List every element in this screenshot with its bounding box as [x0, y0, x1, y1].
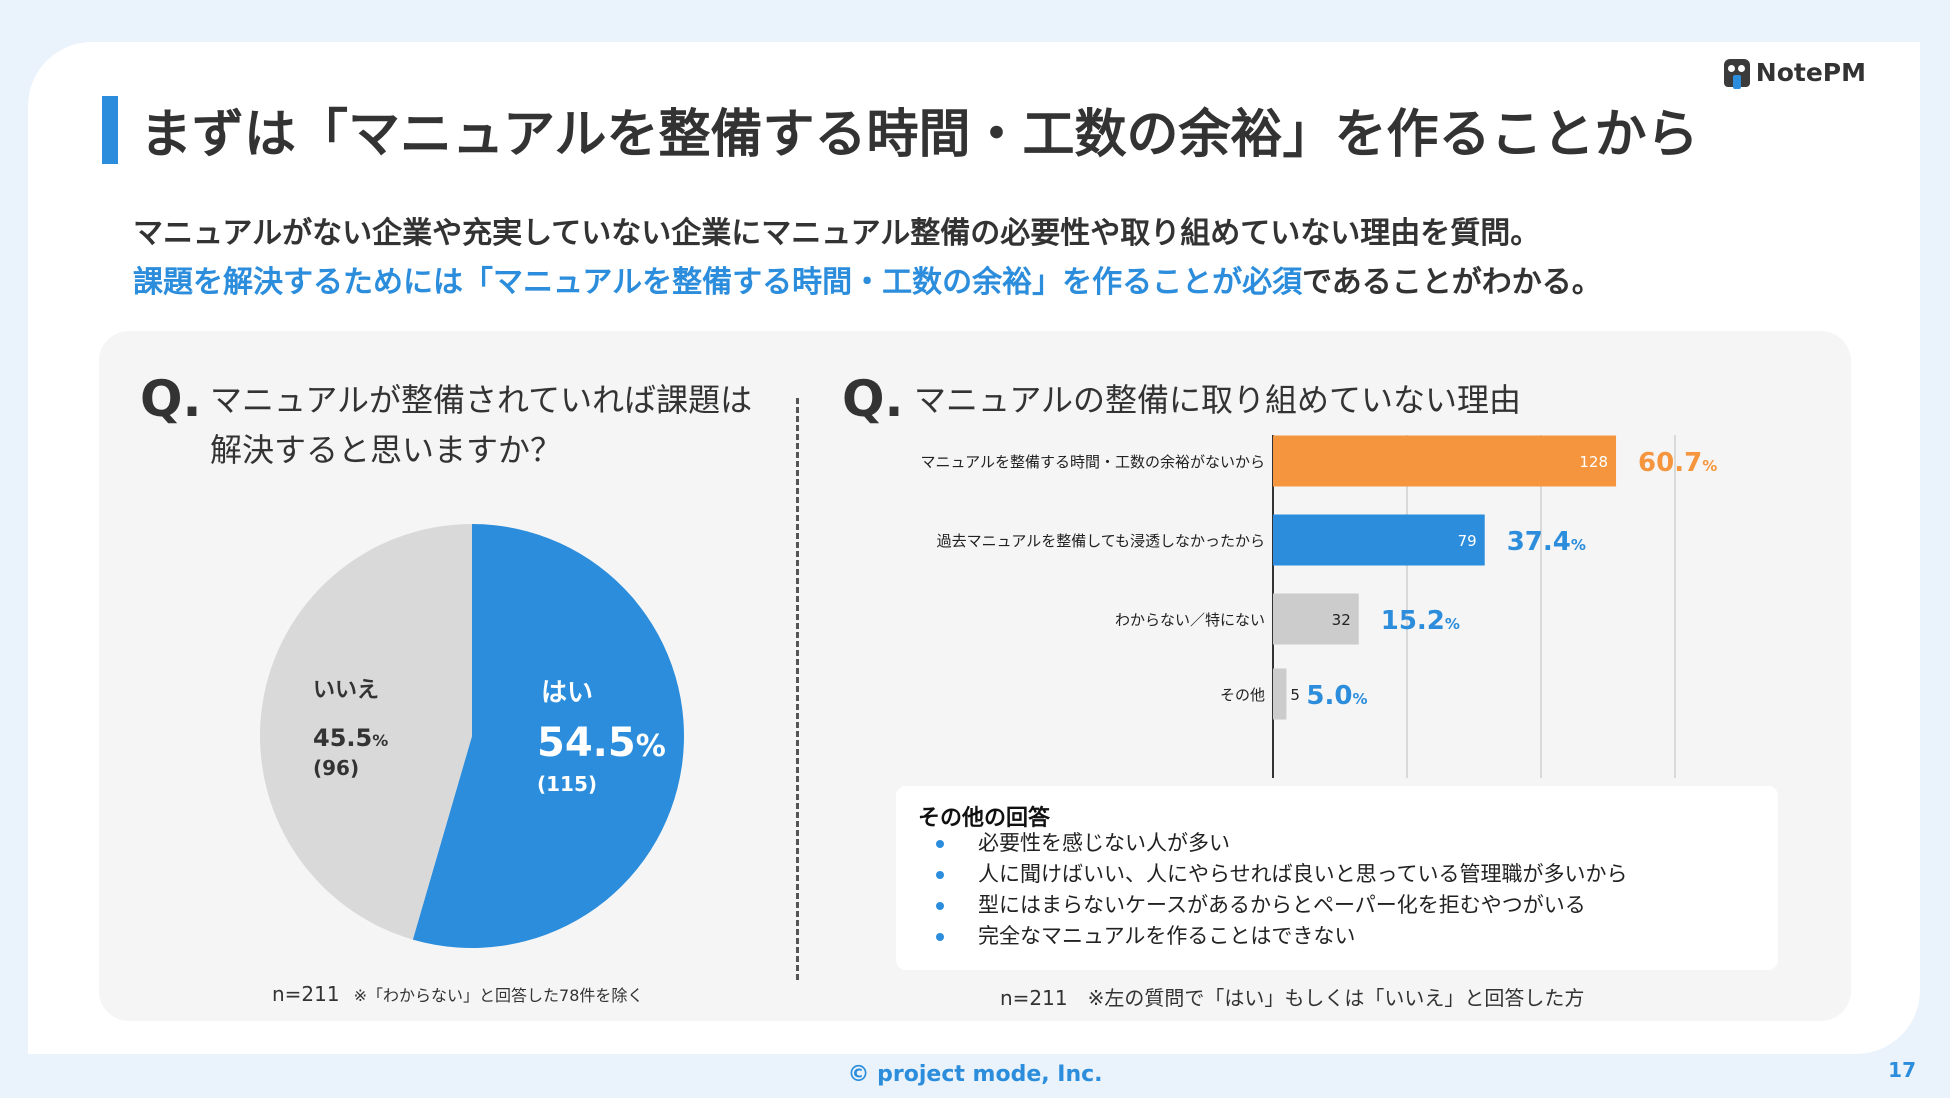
- other-answer-item: 完全なマニュアルを作ることはできない: [936, 921, 1628, 952]
- bullet-icon: [936, 840, 944, 848]
- percent-unit: %: [1702, 457, 1717, 475]
- pie-slice-yes: [412, 524, 684, 948]
- left-note-extra: ※「わからない」と回答した78件を除く: [353, 986, 644, 1005]
- percent-label: 15.2%: [1381, 606, 1460, 636]
- subtitle-line-2: 課題を解決するためには「マニュアルを整備する時間・工数の余裕」を作ることが必須で…: [133, 257, 1602, 301]
- category-label: 過去マニュアルを整備しても浸透しなかったから: [937, 532, 1265, 550]
- value-label: 5: [1290, 686, 1300, 704]
- page-title: まずは「マニュアルを整備する時間・工数の余裕」を作ることから: [140, 105, 1699, 165]
- pie-label-no: いいえ: [313, 678, 380, 703]
- footer-copyright: © project mode, Inc.: [847, 1062, 1103, 1087]
- pie-count-no: (96): [313, 756, 360, 780]
- category-label: その他: [1220, 686, 1265, 704]
- page-number: 17: [1888, 1058, 1916, 1082]
- logo-text: NotePM: [1755, 58, 1866, 87]
- right-note: n=211 ※左の質問で「はい」もしくは「いいえ」と回答した方: [1000, 986, 1585, 1010]
- pie-percent-yes-unit: %: [635, 729, 666, 764]
- subtitle-rest: であることがわかる。: [1302, 265, 1602, 300]
- title-accent-bar: [102, 96, 118, 164]
- other-answers-title: その他の回答: [918, 806, 1051, 831]
- bar: [1273, 435, 1617, 487]
- left-q-mark: Q.: [140, 370, 202, 428]
- percent-unit: %: [1571, 536, 1586, 554]
- bar: [1273, 668, 1287, 720]
- percent-unit: %: [1352, 690, 1367, 708]
- bullet-icon: [936, 902, 944, 910]
- bullet-icon: [936, 871, 944, 879]
- percent-label: 5.0%: [1306, 681, 1367, 711]
- pie-percent-no-unit: %: [372, 731, 389, 750]
- left-question-line-2: 解決すると思いますか？: [210, 431, 563, 469]
- left-note: n=211 ※「わからない」と回答した78件を除く: [272, 982, 643, 1006]
- other-answer-item: 人に聞けばいい、人にやらせれば良いと思っている管理職が多いから: [936, 859, 1628, 890]
- panel-divider: [796, 398, 799, 980]
- left-question-line-1: マニュアルが整備されていれば課題は: [210, 381, 753, 419]
- value-label: 79: [1458, 532, 1477, 550]
- subtitle-highlight: 課題を解決するためには「マニュアルを整備する時間・工数の余裕」を作ることが必須: [133, 265, 1303, 300]
- other-answer-item: 必要性を感じない人が多い: [936, 828, 1628, 859]
- percent-label: 60.7%: [1638, 448, 1717, 478]
- bar: [1273, 593, 1359, 645]
- bar: [1273, 514, 1485, 566]
- value-label: 128: [1579, 453, 1608, 471]
- subtitle-line-1: マニュアルがない企業や充実していない企業にマニュアル整備の必要性や取り組めていな…: [133, 216, 1541, 251]
- pie-percent-no-value: 45.5: [313, 724, 373, 752]
- pie-slice-no: [260, 524, 472, 940]
- bullet-icon: [936, 933, 944, 941]
- category-label: わからない／特にない: [1115, 611, 1265, 629]
- other-answers-list: 必要性を感じない人が多い 人に聞けばいい、人にやらせれば良いと思っている管理職が…: [936, 828, 1628, 952]
- pie-percent-yes: 54.5%: [537, 720, 666, 766]
- pie-percent-yes-value: 54.5: [537, 720, 636, 766]
- other-answer-item: 型にはまらないケースがあるからとペーパー化を拒むやつがいる: [936, 890, 1628, 921]
- category-label: マニュアルを整備する時間・工数の余裕がないから: [920, 453, 1265, 471]
- pie-label-yes: はい: [541, 678, 594, 708]
- right-q-mark: Q.: [842, 370, 904, 428]
- notepm-logo: NotePM: [1723, 58, 1866, 89]
- value-label: 32: [1332, 611, 1351, 629]
- left-note-n: n=211: [272, 982, 340, 1006]
- other-answers-box: その他の回答 必要性を感じない人が多い 人に聞けばいい、人にやらせれば良いと思っ…: [896, 786, 1778, 970]
- right-question: マニュアルの整備に取り組めていない理由: [914, 381, 1522, 419]
- percent-unit: %: [1445, 615, 1460, 633]
- pie-percent-no: 45.5%: [313, 724, 388, 752]
- pie-count-yes: (115): [537, 772, 598, 796]
- notepm-owl-icon: [1723, 58, 1750, 89]
- left-question: マニュアルが整備されていれば課題は 解決すると思いますか？: [210, 375, 752, 475]
- percent-label: 37.4%: [1507, 527, 1586, 557]
